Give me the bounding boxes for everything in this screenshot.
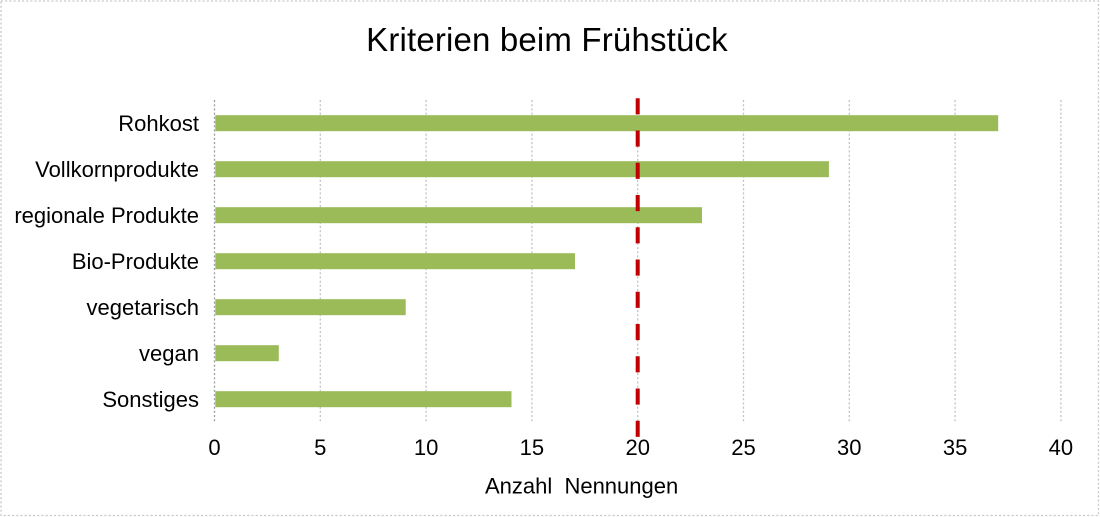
svg-text:Bio-Produkte: Bio-Produkte (72, 249, 199, 274)
svg-text:25: 25 (731, 435, 755, 460)
svg-text:vegan: vegan (139, 341, 199, 366)
svg-text:regionale Produkte: regionale Produkte (14, 203, 199, 228)
svg-text:Sonstiges: Sonstiges (102, 387, 199, 412)
svg-text:5: 5 (314, 435, 326, 460)
svg-text:35: 35 (943, 435, 967, 460)
svg-text:0: 0 (208, 435, 220, 460)
svg-text:10: 10 (414, 435, 438, 460)
svg-text:Kriterien beim Frühstück: Kriterien beim Frühstück (366, 21, 728, 58)
svg-text:15: 15 (520, 435, 544, 460)
svg-text:40: 40 (1049, 435, 1073, 460)
svg-text:Anzahl Nennungen: Anzahl Nennungen (485, 474, 678, 499)
svg-text:Rohkost: Rohkost (118, 111, 199, 136)
svg-text:Vollkornprodukte: Vollkornprodukte (35, 157, 199, 182)
svg-text:vegetarisch: vegetarisch (86, 295, 199, 320)
svg-text:30: 30 (837, 435, 861, 460)
svg-text:20: 20 (625, 435, 649, 460)
